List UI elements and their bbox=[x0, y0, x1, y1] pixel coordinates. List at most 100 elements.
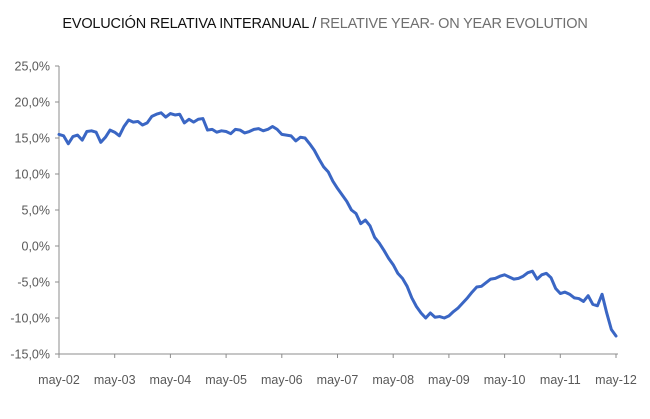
data-point bbox=[155, 113, 157, 115]
data-point bbox=[438, 315, 440, 317]
y-axis-ticks: 25,0% 20,0% 15,0% 10,0% 5,0% 0,0% -5,0% -10,0% -… bbox=[10, 60, 59, 362]
data-point bbox=[522, 275, 524, 277]
data-point bbox=[308, 143, 310, 145]
chart-title: EVOLUCIÓN RELATIVA INTERANUAL / RELATIVE… bbox=[0, 16, 650, 32]
data-point bbox=[267, 128, 269, 130]
data-point bbox=[434, 316, 436, 318]
data-point bbox=[178, 113, 180, 115]
data-point bbox=[508, 276, 510, 278]
data-point bbox=[587, 294, 589, 296]
chart-axes bbox=[58, 66, 618, 355]
data-point bbox=[100, 141, 102, 143]
data-point bbox=[545, 272, 547, 274]
data-point bbox=[262, 130, 264, 132]
data-point bbox=[318, 158, 320, 160]
data-point bbox=[322, 166, 324, 168]
data-point bbox=[564, 291, 566, 293]
data-point bbox=[471, 291, 473, 293]
x-tick-label: may-08 bbox=[372, 373, 414, 387]
data-point bbox=[220, 130, 222, 132]
data-point bbox=[281, 133, 283, 135]
data-point bbox=[58, 133, 60, 135]
data-point bbox=[559, 292, 561, 294]
data-point bbox=[95, 131, 97, 133]
data-point bbox=[81, 139, 83, 141]
data-point bbox=[517, 277, 519, 279]
data-point bbox=[355, 212, 357, 214]
data-point bbox=[336, 187, 338, 189]
x-tick-label: may-02 bbox=[38, 373, 80, 387]
data-point bbox=[378, 242, 380, 244]
data-point bbox=[197, 118, 199, 120]
data-point bbox=[169, 112, 171, 114]
data-point bbox=[610, 328, 612, 330]
data-point bbox=[202, 117, 204, 119]
data-point bbox=[257, 127, 259, 129]
data-point bbox=[123, 125, 125, 127]
data-point bbox=[592, 303, 594, 305]
x-tick-label: may-04 bbox=[150, 373, 192, 387]
data-point bbox=[406, 285, 408, 287]
data-point bbox=[234, 128, 236, 130]
data-point bbox=[285, 134, 287, 136]
x-tick-label: may-12 bbox=[595, 373, 637, 387]
data-point bbox=[531, 270, 533, 272]
data-point bbox=[216, 131, 218, 133]
data-point bbox=[415, 305, 417, 307]
data-point bbox=[114, 131, 116, 133]
data-point bbox=[183, 122, 185, 124]
data-point bbox=[606, 312, 608, 314]
data-point bbox=[248, 130, 250, 132]
data-point bbox=[72, 135, 74, 137]
data-point bbox=[118, 135, 120, 137]
data-point bbox=[550, 276, 552, 278]
data-point bbox=[476, 286, 478, 288]
data-point bbox=[90, 130, 92, 132]
y-tick-label: 20,0% bbox=[15, 96, 50, 110]
data-point bbox=[313, 149, 315, 151]
data-point bbox=[188, 118, 190, 120]
data-point bbox=[364, 219, 366, 221]
data-point bbox=[346, 200, 348, 202]
data-point bbox=[452, 310, 454, 312]
data-point bbox=[411, 297, 413, 299]
data-point bbox=[341, 194, 343, 196]
y-tick-label: -10,0% bbox=[10, 312, 50, 326]
y-tick-label: 10,0% bbox=[15, 168, 50, 182]
data-point bbox=[513, 278, 515, 280]
data-point bbox=[424, 317, 426, 319]
chart-title-english: RELATIVE YEAR- ON YEAR EVOLUTION bbox=[320, 16, 588, 32]
data-point bbox=[541, 274, 543, 276]
data-point bbox=[601, 293, 603, 295]
data-point bbox=[503, 274, 505, 276]
data-point bbox=[271, 125, 273, 127]
data-point bbox=[462, 302, 464, 304]
x-tick-label: may-03 bbox=[94, 373, 136, 387]
x-tick-label: may-10 bbox=[484, 373, 526, 387]
data-point bbox=[76, 134, 78, 136]
data-point bbox=[397, 272, 399, 274]
data-point bbox=[230, 132, 232, 134]
data-point bbox=[327, 171, 329, 173]
data-point bbox=[132, 121, 134, 123]
data-point bbox=[225, 130, 227, 132]
data-point bbox=[86, 130, 88, 132]
y-tick-label: 0,0% bbox=[22, 240, 51, 254]
data-point bbox=[383, 249, 385, 251]
data-point bbox=[151, 115, 153, 117]
y-tick-label: 5,0% bbox=[22, 204, 51, 218]
data-point bbox=[360, 222, 362, 224]
data-point bbox=[174, 114, 176, 116]
data-point bbox=[578, 297, 580, 299]
data-point bbox=[67, 143, 69, 145]
data-point bbox=[568, 293, 570, 295]
data-point bbox=[290, 135, 292, 137]
data-point bbox=[243, 132, 245, 134]
chart-title-spanish: EVOLUCIÓN RELATIVA INTERANUAL bbox=[62, 16, 309, 32]
data-point bbox=[443, 317, 445, 319]
data-point bbox=[373, 236, 375, 238]
chart-title-separator: / bbox=[308, 16, 321, 32]
data-point bbox=[480, 285, 482, 287]
data-point bbox=[206, 129, 208, 131]
